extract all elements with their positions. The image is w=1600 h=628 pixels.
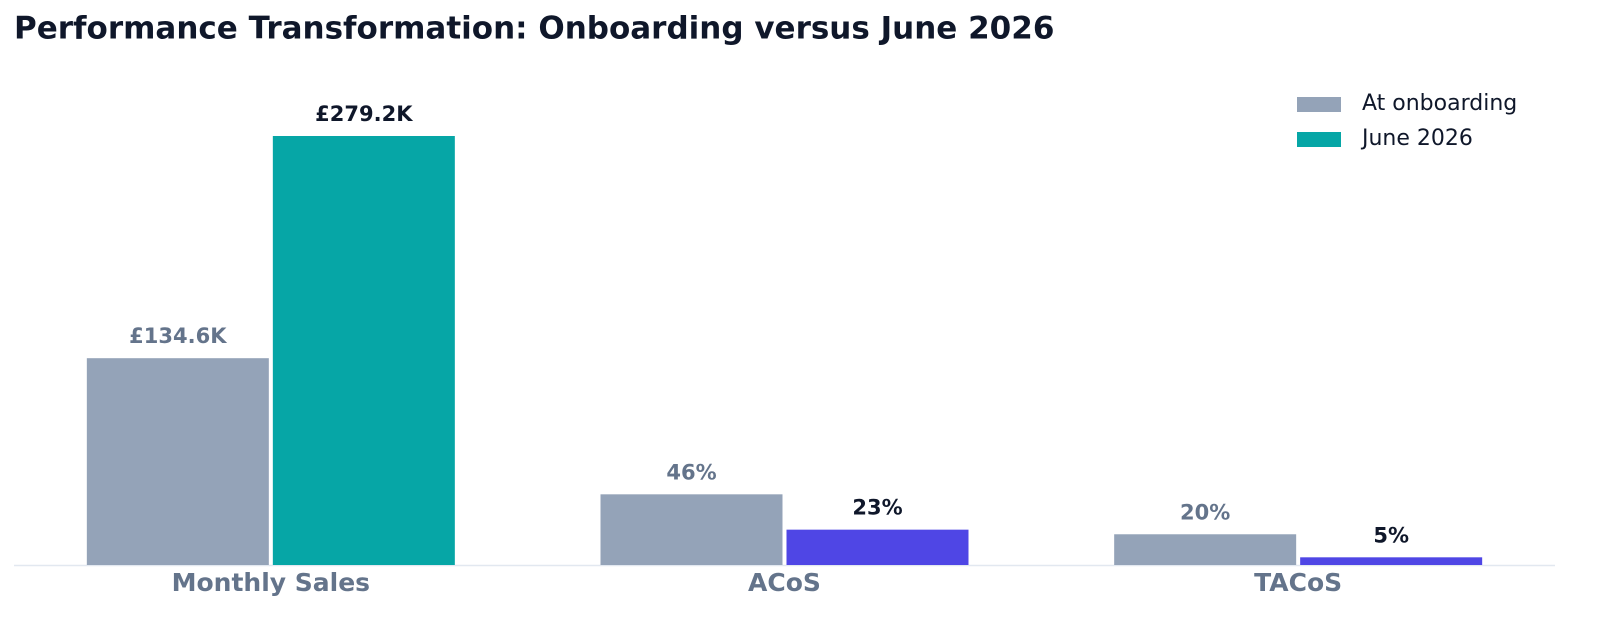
value-label: £134.6K xyxy=(129,324,227,348)
bar xyxy=(1300,557,1483,565)
legend-swatch xyxy=(1297,97,1341,112)
chart-title: Performance Transformation: Onboarding v… xyxy=(14,11,1054,47)
bar xyxy=(600,494,783,565)
value-label: 23% xyxy=(852,496,902,520)
x-tick-label: TACoS xyxy=(1254,568,1342,597)
legend-label: June 2026 xyxy=(1360,126,1473,151)
value-label: £279.2K xyxy=(315,102,413,126)
value-label: 20% xyxy=(1180,500,1230,524)
value-label: 46% xyxy=(666,460,716,484)
legend-label: At onboarding xyxy=(1362,91,1517,116)
legend-swatch xyxy=(1297,132,1341,147)
bar xyxy=(272,136,455,565)
bar xyxy=(786,529,969,565)
bar xyxy=(1114,534,1297,565)
value-label: 5% xyxy=(1373,523,1409,547)
x-tick-label: Monthly Sales xyxy=(172,568,370,597)
x-tick-label: ACoS xyxy=(748,568,821,597)
bar xyxy=(86,358,269,565)
